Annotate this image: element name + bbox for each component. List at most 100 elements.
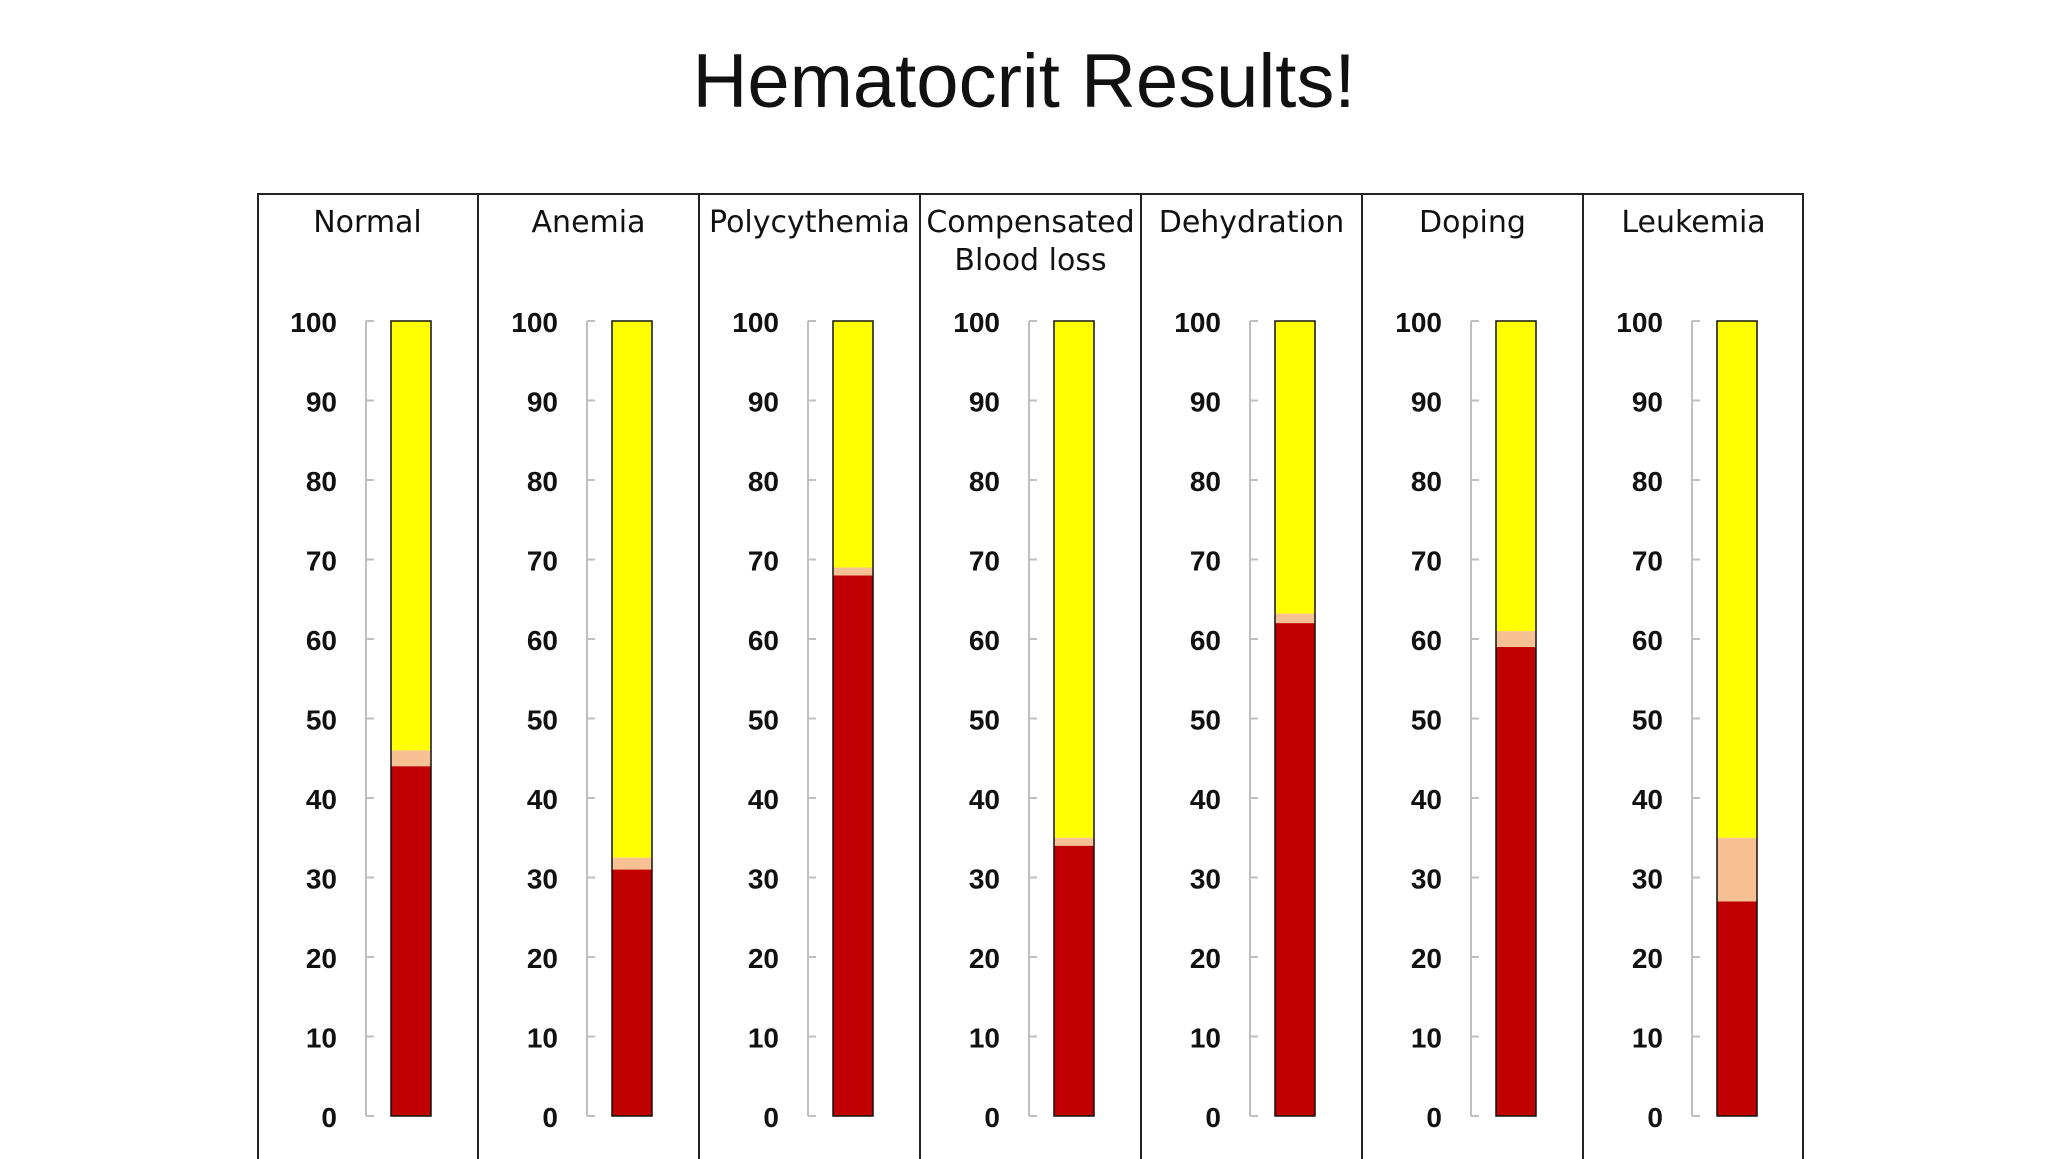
y-tick-label: 10 xyxy=(306,1023,337,1054)
y-tick-label: 10 xyxy=(527,1023,558,1054)
tube-panel: Normal 0 10 20 30 40 50 60 70 80 90 100 xyxy=(290,205,432,1133)
y-tick-label: 90 xyxy=(1632,387,1663,418)
y-tick-label: 70 xyxy=(969,546,1000,577)
category-label: Dehydration xyxy=(1159,205,1345,240)
tube-outline xyxy=(832,320,874,1117)
y-tick-label: 90 xyxy=(748,387,779,418)
chart-frame xyxy=(257,193,1804,1159)
category-label: Blood loss xyxy=(954,243,1106,278)
y-tick-label: 70 xyxy=(527,546,558,577)
y-tick-label: 70 xyxy=(306,546,337,577)
y-tick-label: 10 xyxy=(1632,1023,1663,1054)
y-tick-label: 30 xyxy=(748,864,779,895)
y-tick-label: 90 xyxy=(969,387,1000,418)
y-tick-label: 50 xyxy=(306,705,337,736)
y-tick-label: 60 xyxy=(1190,625,1221,656)
tube-layer-buffy-coat xyxy=(1275,613,1315,624)
tube-outline xyxy=(1716,320,1758,1117)
y-tick-label: 90 xyxy=(1190,387,1221,418)
tube-layer-plasma xyxy=(1717,321,1757,838)
y-tick-label: 0 xyxy=(542,1102,558,1133)
hematocrit-tubes-chart: Normal 0 10 20 30 40 50 60 70 80 90 100 Anemia 0 10 20 3… xyxy=(257,193,1807,1159)
y-tick-label: 30 xyxy=(1411,864,1442,895)
tube-outline xyxy=(1053,320,1095,1117)
y-tick-label: 60 xyxy=(748,625,779,656)
tube-outline xyxy=(1274,320,1316,1117)
y-tick-label: 50 xyxy=(527,705,558,736)
y-tick-label: 80 xyxy=(1190,466,1221,497)
tube-layer-plasma xyxy=(1496,321,1536,632)
y-tick-label: 30 xyxy=(1190,864,1221,895)
y-tick-label: 20 xyxy=(1632,943,1663,974)
y-tick-label: 40 xyxy=(969,784,1000,815)
y-tick-label: 80 xyxy=(527,466,558,497)
y-tick-label: 80 xyxy=(1411,466,1442,497)
tube-layer-plasma xyxy=(1275,321,1315,614)
y-tick-label: 50 xyxy=(1632,705,1663,736)
y-tick-label: 80 xyxy=(1632,466,1663,497)
tube-layer-plasma xyxy=(391,321,431,751)
tube-layer-buffy-coat xyxy=(391,750,431,767)
y-tick-label: 40 xyxy=(748,784,779,815)
y-tick-label: 60 xyxy=(527,625,558,656)
y-tick-label: 50 xyxy=(969,705,1000,736)
y-tick-label: 100 xyxy=(1174,307,1221,338)
tube-layer-rbc xyxy=(833,575,873,1116)
y-tick-label: 30 xyxy=(527,864,558,895)
tube-layer-rbc xyxy=(391,766,431,1116)
tube-panel: Doping 0 10 20 30 40 50 60 70 80 90 100 xyxy=(1361,193,1537,1159)
y-tick-label: 60 xyxy=(1632,625,1663,656)
y-tick-label: 70 xyxy=(748,546,779,577)
y-tick-label: 80 xyxy=(306,466,337,497)
category-label: Polycythemia xyxy=(709,205,910,240)
y-tick-label: 90 xyxy=(1411,387,1442,418)
y-tick-label: 0 xyxy=(321,1102,337,1133)
y-tick-label: 60 xyxy=(1411,625,1442,656)
y-tick-label: 40 xyxy=(1190,784,1221,815)
y-tick-label: 60 xyxy=(969,625,1000,656)
y-tick-label: 30 xyxy=(1632,864,1663,895)
y-tick-label: 0 xyxy=(1647,1102,1663,1133)
y-tick-label: 30 xyxy=(306,864,337,895)
y-tick-label: 0 xyxy=(763,1102,779,1133)
y-tick-label: 40 xyxy=(1632,784,1663,815)
y-tick-label: 90 xyxy=(306,387,337,418)
y-tick-label: 100 xyxy=(953,307,1000,338)
y-tick-label: 40 xyxy=(1411,784,1442,815)
tube-layer-buffy-coat xyxy=(833,567,873,576)
chart-svg: Normal0102030405060708090100Anemia010203… xyxy=(257,193,1804,1159)
y-tick-label: 50 xyxy=(1190,705,1221,736)
y-tick-label: 10 xyxy=(969,1023,1000,1054)
category-label: Doping xyxy=(1419,205,1526,240)
tube-outline xyxy=(1495,320,1537,1117)
tube-layer-plasma xyxy=(833,321,873,568)
tube-panel: Anemia 0 10 20 30 40 50 60 70 80 90 100 xyxy=(477,193,653,1159)
y-tick-label: 100 xyxy=(1616,307,1663,338)
y-tick-label: 40 xyxy=(306,784,337,815)
y-tick-label: 70 xyxy=(1190,546,1221,577)
category-label: Compensated xyxy=(926,205,1134,240)
y-tick-label: 50 xyxy=(1411,705,1442,736)
tube-layer-buffy-coat xyxy=(1496,631,1536,647)
y-tick-label: 100 xyxy=(511,307,558,338)
tube-panel: Leukemia 0 10 20 30 40 50 60 70 80 90 100 xyxy=(1582,193,1766,1159)
y-tick-label: 20 xyxy=(527,943,558,974)
y-tick-label: 10 xyxy=(748,1023,779,1054)
tube-layer-plasma xyxy=(1054,321,1094,838)
y-tick-label: 100 xyxy=(290,307,337,338)
y-tick-label: 10 xyxy=(1190,1023,1221,1054)
tube-layer-rbc xyxy=(1496,646,1536,1116)
y-tick-label: 90 xyxy=(527,387,558,418)
tube-layer-rbc xyxy=(1275,623,1315,1116)
y-tick-label: 20 xyxy=(748,943,779,974)
y-tick-label: 100 xyxy=(732,307,779,338)
tube-panel: Polycythemia 0 10 20 30 40 50 60 70 80 90 100 xyxy=(698,193,910,1159)
tube-layer-plasma xyxy=(612,321,652,858)
tube-layer-rbc xyxy=(612,869,652,1116)
y-tick-label: 80 xyxy=(748,466,779,497)
y-tick-label: 80 xyxy=(969,466,1000,497)
tube-layer-buffy-coat xyxy=(612,857,652,870)
tube-layer-rbc xyxy=(1054,845,1094,1116)
slide-title: Hematocrit Results! xyxy=(692,39,1356,124)
